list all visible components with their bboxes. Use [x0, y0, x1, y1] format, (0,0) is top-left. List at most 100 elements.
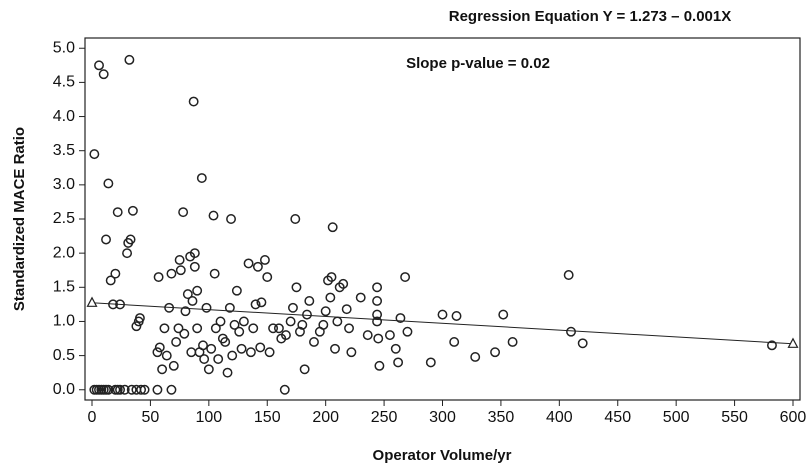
- data-point: [490, 347, 501, 358]
- data-point: [209, 268, 220, 279]
- data-point: [171, 336, 182, 347]
- data-point: [196, 173, 207, 183]
- data-point: [243, 258, 254, 269]
- data-point: [203, 364, 214, 375]
- data-point: [767, 340, 777, 351]
- data-point: [330, 343, 340, 354]
- data-point: [563, 270, 574, 280]
- data-point: [210, 323, 221, 334]
- data-point: [101, 234, 111, 245]
- data-point: [187, 296, 198, 306]
- data-point: [175, 265, 186, 276]
- data-point: [110, 268, 121, 279]
- data-point: [402, 326, 413, 337]
- data-point: [226, 214, 236, 224]
- data-point: [355, 292, 366, 303]
- data-point: [498, 309, 509, 320]
- data-point: [255, 342, 266, 353]
- data-point: [192, 285, 203, 296]
- x-axis-label: Operator Volume/yr: [373, 447, 512, 464]
- data-point: [449, 336, 460, 347]
- fit-endpoint: [86, 296, 98, 307]
- data-point: [295, 326, 305, 337]
- x-tick-label: 400: [546, 409, 573, 426]
- data-point: [189, 248, 200, 259]
- data-point: [290, 214, 301, 224]
- data-point: [103, 178, 114, 189]
- data-point: [131, 321, 142, 332]
- data-point: [341, 304, 352, 315]
- x-tick-label: 600: [780, 409, 807, 426]
- data-point: [139, 384, 150, 395]
- data-point: [309, 336, 319, 347]
- data-point: [344, 323, 354, 334]
- data-point: [166, 268, 177, 279]
- data-point: [262, 272, 273, 283]
- data-point: [250, 299, 261, 310]
- data-point: [188, 96, 199, 107]
- data-point: [326, 272, 337, 283]
- data-point: [105, 275, 116, 286]
- y-tick-label: 1.0: [53, 313, 75, 330]
- data-point: [291, 282, 302, 293]
- data-point: [161, 350, 172, 361]
- data-point: [168, 360, 179, 371]
- data-point: [198, 340, 208, 351]
- data-point: [103, 384, 114, 395]
- regression-line: [91, 302, 794, 345]
- data-point: [159, 323, 170, 334]
- data-point: [320, 306, 331, 317]
- data-point: [199, 354, 210, 364]
- data-point: [451, 311, 462, 321]
- data-point: [179, 328, 190, 339]
- data-point: [372, 316, 383, 327]
- data-point: [470, 352, 481, 362]
- data-point: [154, 342, 165, 353]
- data-point: [252, 261, 263, 272]
- data-point: [259, 255, 270, 265]
- plot-frame: [84, 37, 801, 401]
- x-tick-label: 300: [429, 409, 456, 426]
- y-tick-label: 4.5: [53, 74, 75, 91]
- y-tick-label: 0.5: [53, 347, 75, 364]
- data-point: [94, 60, 104, 71]
- data-point: [153, 272, 164, 283]
- data-point: [227, 350, 238, 361]
- x-tick-label: 350: [488, 409, 515, 426]
- data-point: [332, 316, 343, 327]
- data-point: [178, 207, 189, 218]
- data-point: [122, 248, 133, 259]
- data-point: [201, 302, 212, 313]
- y-tick-label: 3.0: [53, 176, 75, 193]
- data-point: [302, 309, 312, 320]
- data-point: [299, 364, 310, 375]
- data-point: [174, 255, 185, 265]
- data-point: [112, 207, 123, 218]
- data-point: [507, 336, 518, 347]
- x-tick-label: 50: [142, 409, 160, 426]
- data-point: [152, 384, 163, 395]
- data-point: [304, 296, 315, 306]
- y-tick-label: 4.0: [53, 108, 75, 125]
- data-point: [373, 333, 384, 344]
- data-point: [395, 313, 406, 323]
- x-tick-label: 200: [312, 409, 339, 426]
- x-tick-label: 450: [604, 409, 631, 426]
- data-point: [231, 285, 242, 296]
- data-point: [273, 323, 284, 334]
- data-point: [362, 330, 373, 341]
- data-point: [236, 343, 247, 354]
- data-point: [166, 384, 177, 395]
- y-tick-label: 2.0: [53, 244, 75, 261]
- data-point: [400, 272, 411, 283]
- data-point: [372, 282, 383, 293]
- data-point: [372, 309, 383, 320]
- data-point: [384, 330, 395, 341]
- data-point: [180, 306, 191, 317]
- data-point: [393, 357, 404, 368]
- data-point: [374, 360, 385, 371]
- data-point: [115, 384, 125, 395]
- annotation: Slope p-value = 0.02: [406, 55, 550, 72]
- data-point: [173, 323, 184, 334]
